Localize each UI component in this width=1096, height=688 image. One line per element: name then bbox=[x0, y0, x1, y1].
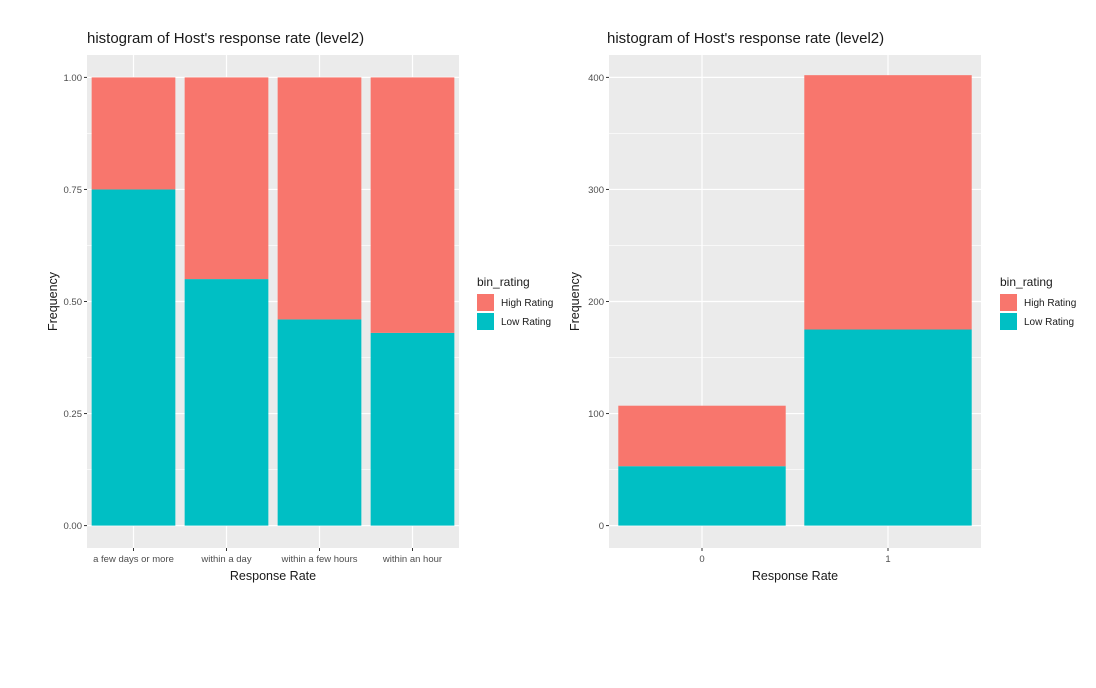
y-axis-title: Frequency bbox=[568, 271, 582, 331]
y-tick-label: 200 bbox=[588, 297, 604, 308]
bar-high-rating-within-a-few-hours bbox=[277, 77, 362, 320]
legend-swatch-high-rating bbox=[477, 294, 494, 311]
legend: bin_rating High Rating Low Rating bbox=[1000, 275, 1076, 330]
legend-label: High Rating bbox=[501, 298, 553, 309]
legend-label: Low Rating bbox=[501, 317, 551, 328]
bar-low-rating-within-an-hour bbox=[370, 332, 455, 526]
legend-label: Low Rating bbox=[1024, 317, 1074, 328]
legend-label: High Rating bbox=[1024, 298, 1076, 309]
y-tick-label: 0 bbox=[599, 521, 604, 532]
x-tick-label: within an hour bbox=[382, 554, 442, 565]
legend-swatch-low-rating bbox=[477, 313, 494, 330]
bar-high-rating-1 bbox=[804, 75, 972, 330]
x-tick-label: a few days or more bbox=[93, 554, 174, 565]
legend-swatch-high-rating bbox=[1000, 294, 1017, 311]
bar-low-rating-within-a-day bbox=[184, 279, 269, 526]
y-tick-label: 300 bbox=[588, 185, 604, 196]
bar-low-rating-a-few-days-or-more bbox=[91, 189, 176, 526]
chart-panel-2: histogram of Host's response rate (level… bbox=[568, 30, 1076, 583]
y-tick-label: 100 bbox=[588, 409, 604, 420]
legend: bin_rating High Rating Low Rating bbox=[477, 275, 553, 330]
y-tick-label: 0.00 bbox=[64, 521, 83, 532]
x-axis-title: Response Rate bbox=[230, 569, 316, 583]
y-tick-label: 1.00 bbox=[64, 73, 83, 84]
x-tick-label: 0 bbox=[699, 554, 704, 565]
bar-high-rating-0 bbox=[618, 405, 786, 467]
legend-title: bin_rating bbox=[477, 275, 530, 289]
bar-high-rating-a-few-days-or-more bbox=[91, 77, 176, 190]
y-tick-label: 0.25 bbox=[64, 409, 83, 420]
x-axis-title: Response Rate bbox=[752, 569, 838, 583]
legend-title: bin_rating bbox=[1000, 275, 1053, 289]
chart-title: histogram of Host's response rate (level… bbox=[607, 30, 884, 47]
bar-low-rating-1 bbox=[804, 329, 972, 526]
y-tick-label: 0.75 bbox=[64, 185, 83, 196]
legend-swatch-low-rating bbox=[1000, 313, 1017, 330]
bar-low-rating-0 bbox=[618, 466, 786, 526]
bar-high-rating-within-an-hour bbox=[370, 77, 455, 333]
x-tick-label: within a few hours bbox=[280, 554, 357, 565]
chart-title: histogram of Host's response rate (level… bbox=[87, 30, 364, 47]
y-tick-label: 0.50 bbox=[64, 297, 83, 308]
y-axis-title: Frequency bbox=[46, 271, 60, 331]
chart-panel-1: histogram of Host's response rate (level… bbox=[46, 30, 553, 583]
bar-low-rating-within-a-few-hours bbox=[277, 319, 362, 526]
x-tick-label: within a day bbox=[200, 554, 251, 565]
y-tick-label: 400 bbox=[588, 73, 604, 84]
x-tick-label: 1 bbox=[885, 554, 890, 565]
bar-high-rating-within-a-day bbox=[184, 77, 269, 280]
